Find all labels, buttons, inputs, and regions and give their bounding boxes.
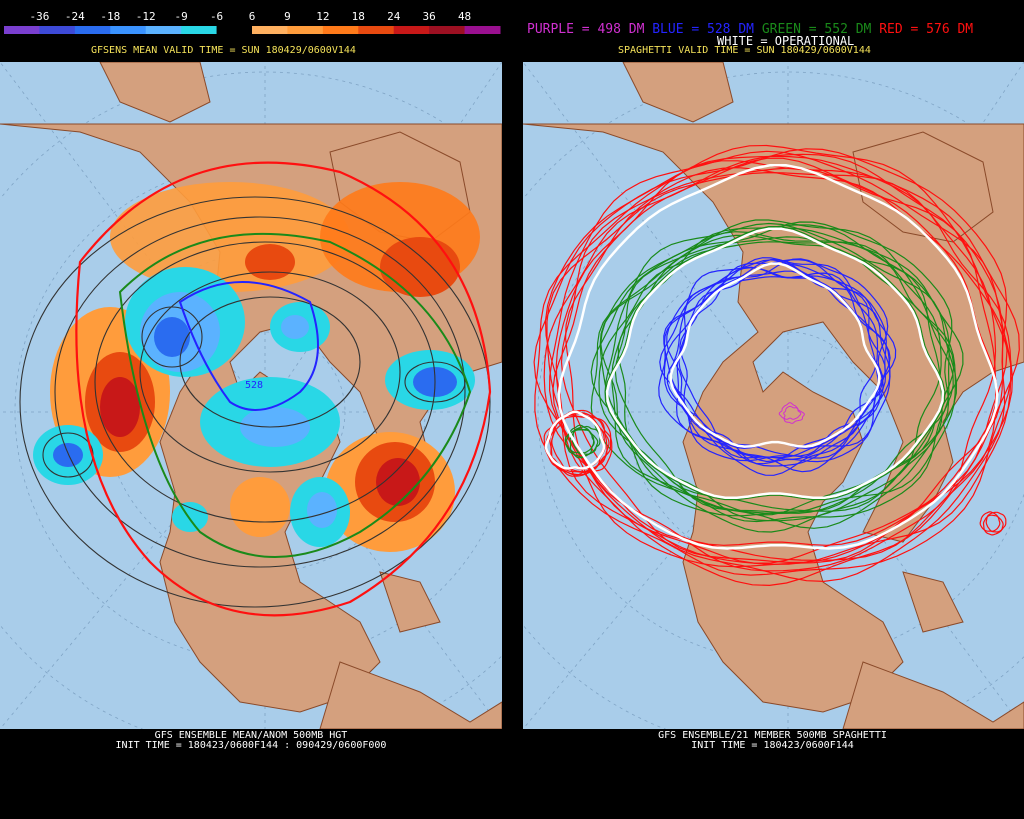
spaghetti-552-member	[600, 231, 964, 533]
height-contours	[19, 196, 491, 608]
colorbar-swatch	[181, 26, 218, 34]
right-valid-time-header: SPAGHETTI VALID TIME = SUN 180429/0600V1…	[618, 45, 871, 56]
left-valid-time-header: GFSENS MEAN VALID TIME = SUN 180429/0600…	[91, 45, 356, 56]
colorbar-tick-label: 9	[284, 10, 291, 23]
right-footer-line1: GFS ENSEMBLE/21 MEMBER 500MB SPAGHETTI	[658, 730, 887, 741]
colorbar-swatch	[74, 26, 111, 34]
spaghetti-576-member	[544, 160, 1020, 587]
colorbar-tick-label: 6	[249, 10, 256, 23]
spaghetti-operational	[544, 410, 606, 470]
spaghetti-576-member	[550, 412, 613, 476]
colorbar-tick-label: 36	[423, 10, 436, 23]
colorbar-tick-label: -6	[210, 10, 223, 23]
spaghetti-panel: PURPLE = 498 DM BLUE = 528 DM GREEN = 55…	[521, 0, 1024, 819]
colorbar-tick-label: -12	[136, 10, 156, 23]
legend-purple: PURPLE = 498 DM	[527, 22, 645, 37]
right-footer-line2: INIT TIME = 180423/0600F144	[691, 740, 854, 751]
colorbar-swatch	[393, 26, 430, 34]
anomaly-panel: -36 -24 -18 -12 -9 -6 6 9 12 18 24 36 48 GFSENS MEAN…	[0, 0, 502, 819]
colorbar-tick-label: -36	[29, 10, 49, 23]
colorbar-tick-label: 24	[387, 10, 401, 23]
colorbar-swatch	[145, 26, 182, 34]
spaghetti-528-member	[663, 272, 879, 467]
spaghetti-map	[523, 62, 1024, 729]
colorbar-tick-label: -24	[65, 10, 85, 23]
legend-blue: BLUE = 528 DM	[652, 22, 754, 37]
colorbar-swatch	[429, 26, 466, 34]
spaghetti-576-member	[534, 144, 1012, 576]
colorbar-swatch	[287, 26, 324, 34]
spaghetti-576-member	[533, 148, 1008, 583]
spaghetti-498-member	[783, 405, 805, 424]
left-footer-line2: INIT TIME = 180423/0600F144 : 090429/060…	[115, 740, 387, 751]
spaghetti-576-member	[985, 511, 1007, 533]
contour-576-red	[75, 161, 492, 617]
colorbar-swatch	[252, 26, 288, 34]
spaghetti-legend: PURPLE = 498 DM BLUE = 528 DM GREEN = 55…	[527, 22, 973, 37]
spaghetti-contours	[533, 144, 1020, 587]
legend-white: WHITE = OPERATIONAL	[717, 34, 855, 48]
colorbar-swatch	[216, 26, 253, 34]
spaghetti-operational	[557, 164, 999, 550]
anomaly-colorbar: -36 -24 -18 -12 -9 -6 6 9 12 18 24 36 48	[4, 10, 501, 34]
spaghetti-576-member	[564, 167, 1008, 564]
contour-552-green	[118, 232, 472, 558]
spaghetti-552-member	[599, 241, 942, 522]
colorbar-tick-label: 12	[316, 10, 329, 23]
anomaly-map: 528	[0, 62, 502, 729]
spaghetti-576-member	[982, 514, 1004, 536]
spaghetti-552-member	[565, 424, 595, 454]
spaghetti-576-member	[555, 155, 1012, 565]
spaghetti-528-member	[666, 266, 897, 476]
spaghetti-552-member	[590, 221, 953, 529]
spaghetti-528-member	[659, 258, 889, 473]
contour-528-blue	[178, 281, 319, 411]
spaghetti-576-member	[979, 511, 1001, 532]
spaghetti-552-member	[590, 219, 954, 523]
colorbar-tick-label: -9	[175, 10, 188, 23]
legend-red: RED = 576 DM	[879, 22, 974, 37]
colorbar-tick-label: 48	[458, 10, 471, 23]
colorbar-swatch	[39, 26, 76, 34]
colorbar-swatch	[358, 26, 395, 34]
contour-label-528: 528	[245, 380, 263, 391]
spaghetti-operational	[669, 262, 881, 448]
spaghetti-528-member	[658, 257, 886, 465]
colorbar-tick-label: 18	[352, 10, 365, 23]
spaghetti-552-member	[614, 236, 950, 514]
panel-divider	[502, 0, 521, 819]
spaghetti-498-member	[778, 402, 802, 420]
colorbar-swatch	[322, 26, 359, 34]
spaghetti-operational	[605, 227, 945, 500]
colorbar-tick-label: -18	[100, 10, 120, 23]
left-footer-line1: GFS ENSEMBLE MEAN/ANOM 500MB HGT	[154, 730, 348, 741]
spaghetti-552-member	[564, 429, 595, 459]
colorbar-swatch	[464, 26, 501, 34]
legend-green: GREEN = 552 DM	[761, 22, 872, 37]
colorbar-swatch	[110, 26, 147, 34]
colorbar-swatch	[4, 26, 40, 34]
